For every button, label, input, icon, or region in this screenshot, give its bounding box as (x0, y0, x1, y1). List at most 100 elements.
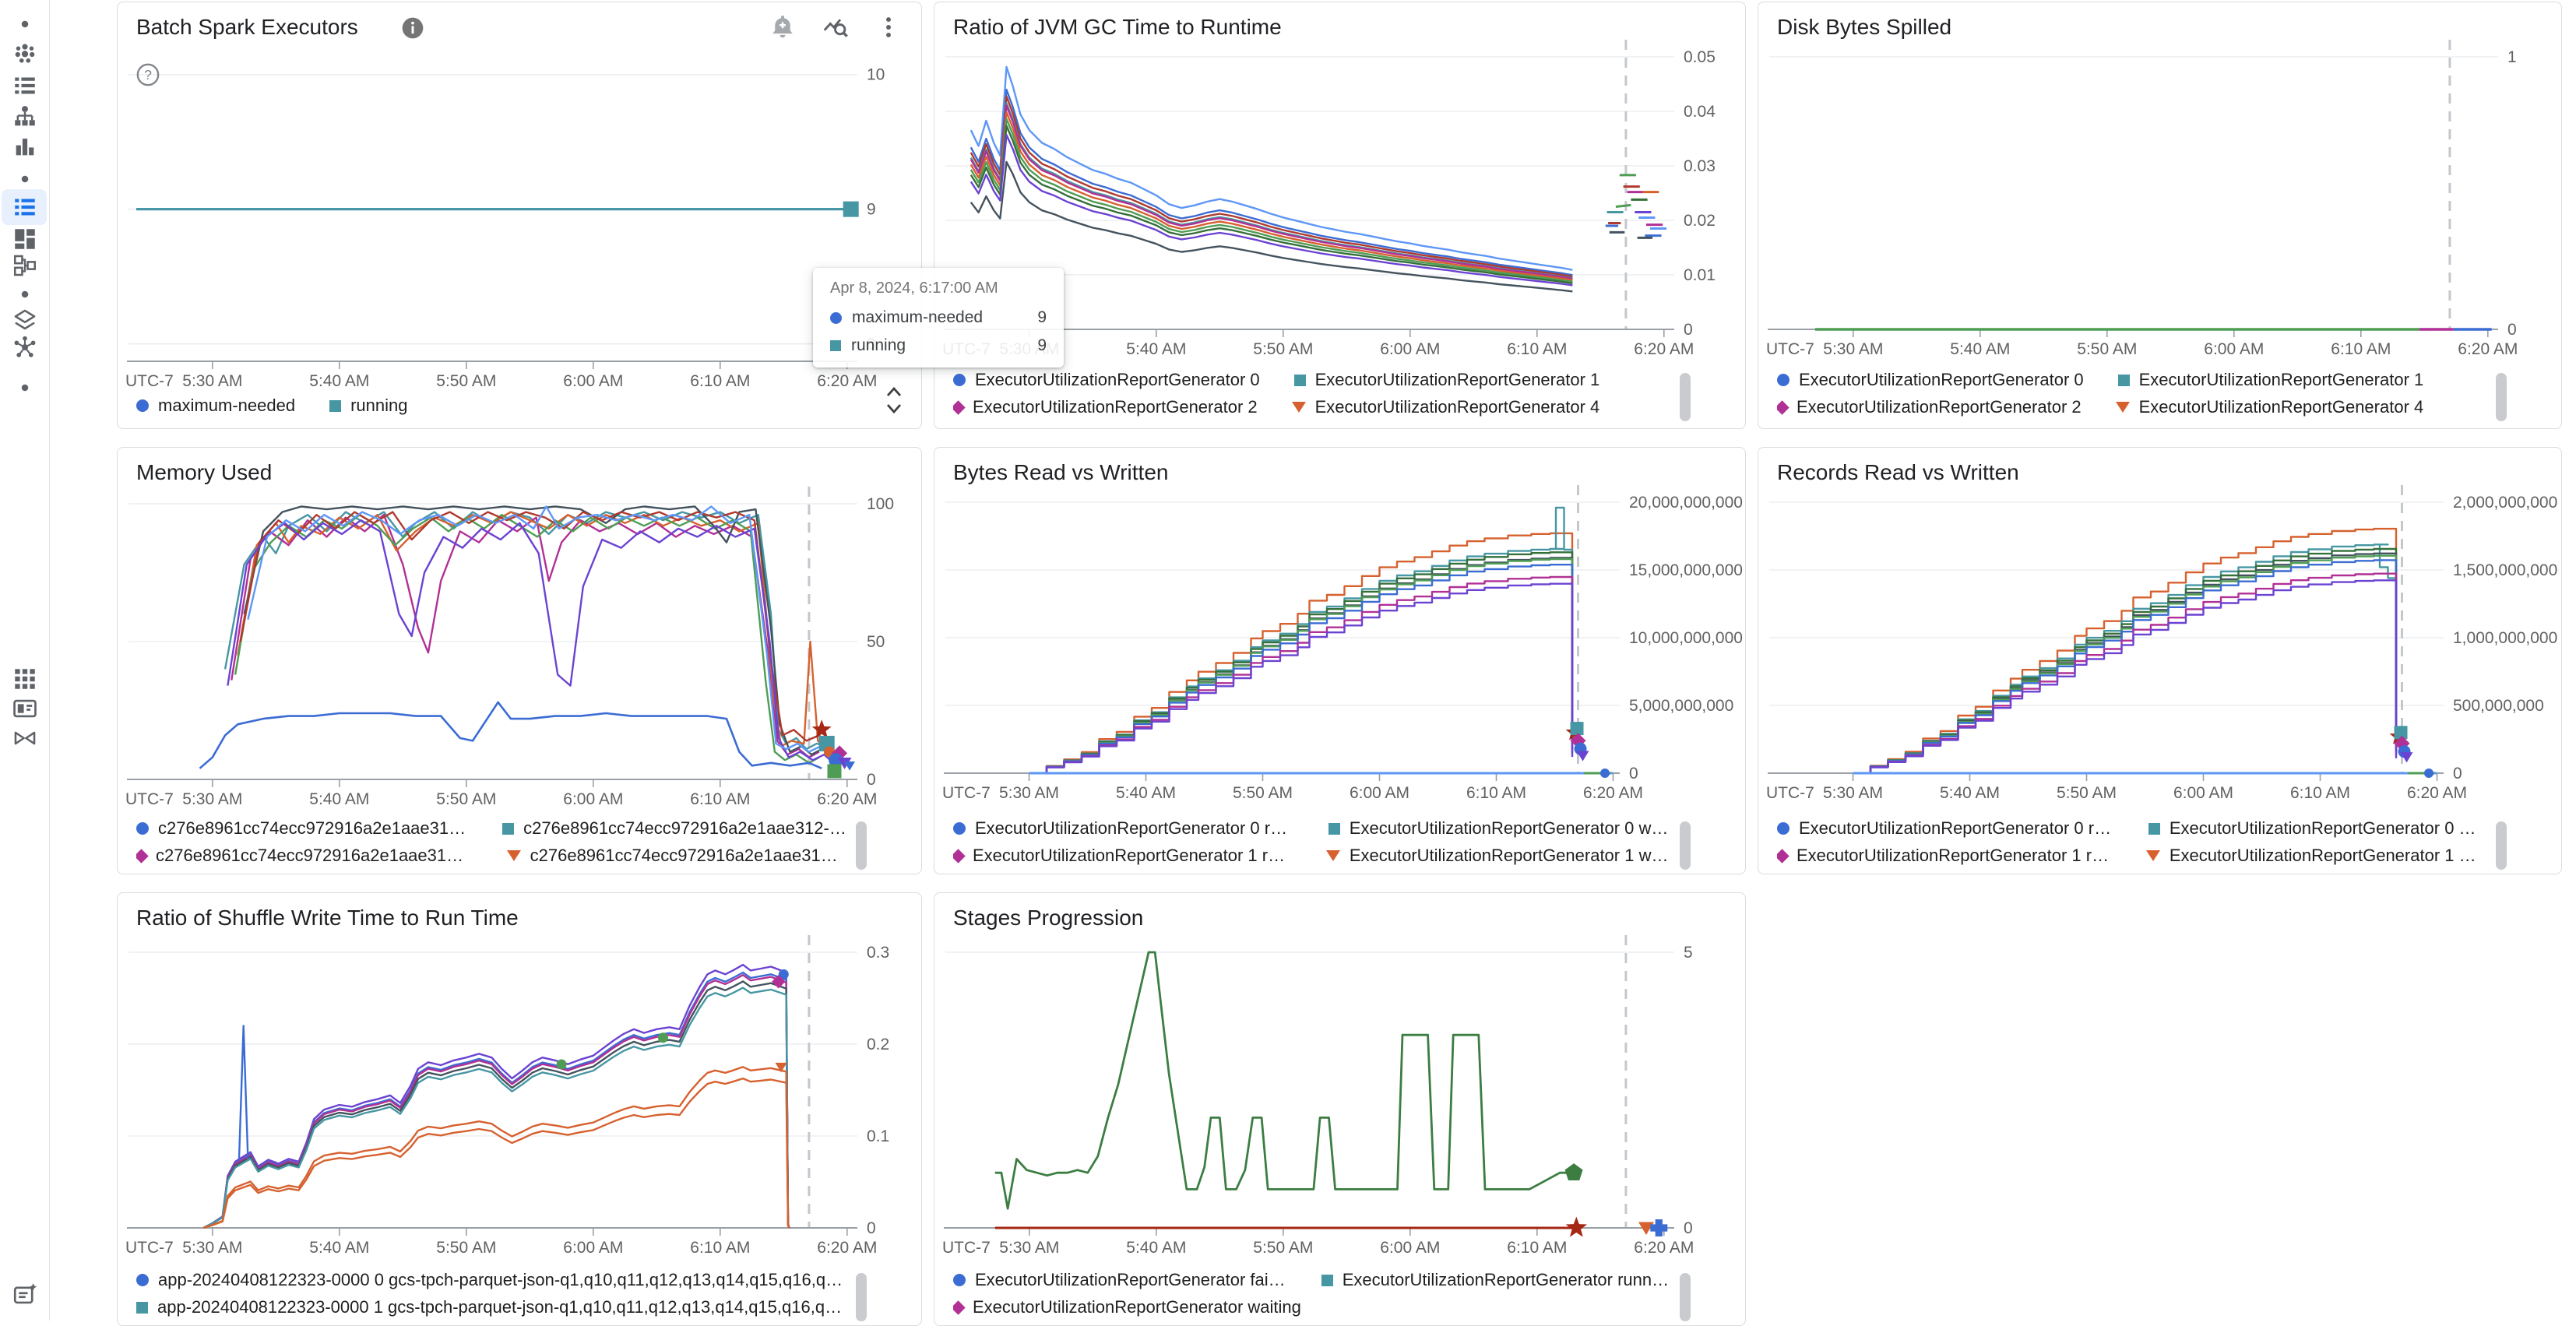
svg-text:UTC-7: UTC-7 (125, 790, 174, 808)
svg-text:6:20 AM: 6:20 AM (1583, 784, 1643, 802)
sidebar-item-dot[interactable] (10, 164, 40, 194)
sidebar-item-list[interactable] (10, 71, 40, 100)
sidebar-item-network[interactable] (10, 332, 40, 362)
svg-text:6:10 AM: 6:10 AM (2290, 784, 2350, 802)
chart-records-read-vs-written[interactable]: 2,000,000,000 1,500,000,000 1,000,000,000 5… (1758, 448, 2561, 874)
legend-item[interactable]: ExecutorUtilizationReportGenerator 1 wri… (1325, 846, 1670, 866)
chart-stages-progression[interactable]: 5 0 5:30 AM 5:40 AM 5:50 AM 6:00 AM 6:10 AM 6:2… (934, 893, 1745, 1325)
legend-label: app-20240408122323-0000 0 gcs-tpch-parqu… (158, 1270, 846, 1289)
sidebar-item-card[interactable] (10, 694, 40, 723)
legend-scrollbar[interactable] (856, 821, 867, 870)
sidebar-item-bar-chart[interactable] (10, 132, 40, 161)
legend-item[interactable]: c276e8961cc74ecc972916a2e1aae312-w-0 (502, 818, 846, 839)
triangle-marker (2115, 402, 2130, 413)
legend-item[interactable]: maximum-needed (136, 396, 295, 416)
chart-legend: maximum-needed running (136, 396, 846, 416)
legend-label: ExecutorUtilizationReportGenerator 1 (2138, 370, 2424, 389)
sidebar-item-dot[interactable] (10, 9, 40, 39)
svg-text:5:50 AM: 5:50 AM (436, 790, 496, 808)
unfold-more-icon[interactable] (882, 382, 906, 418)
legend-item[interactable]: c276e8961cc74ecc972916a2e1aae312-w-2 (506, 846, 846, 866)
tooltip-series-value: 9 (1037, 308, 1047, 326)
sidebar-item-layers[interactable] (10, 305, 40, 335)
legend-item[interactable]: running (329, 396, 407, 416)
sidebar-item-blocks[interactable] (10, 224, 40, 254)
sidebar-item-list-selected[interactable] (10, 192, 40, 222)
svg-text:9: 9 (867, 201, 876, 219)
chart-legend: ExecutorUtilizationReportGenerator 0 Exec… (1777, 370, 2486, 417)
svg-text:0.04: 0.04 (1684, 103, 1716, 121)
svg-text:6:20 AM: 6:20 AM (817, 372, 877, 390)
svg-text:2,000,000,000: 2,000,000,000 (2453, 494, 2557, 512)
triangle-marker (2145, 850, 2160, 861)
legend-item[interactable]: ExecutorUtilizationReportGenerator 1 rea… (1777, 846, 2112, 866)
sidebar-item-scatter[interactable] (10, 40, 40, 69)
legend-item[interactable]: ExecutorUtilizationReportGenerator 0 (953, 370, 1260, 390)
legend-scrollbar[interactable] (1680, 1273, 1691, 1321)
legend-item[interactable]: c276e8961cc74ecc972916a2e1aae312-w-1 (136, 846, 473, 866)
legend-label: ExecutorUtilizationReportGenerator 0 (975, 370, 1260, 389)
legend-item[interactable]: app-20240408122323-0000 1 gcs-tpch-parqu… (136, 1297, 846, 1317)
sidebar-item-grid[interactable] (10, 664, 40, 694)
diamond-marker (953, 1300, 966, 1315)
svg-text:1: 1 (2507, 48, 2517, 66)
sidebar-item-compose[interactable] (10, 1280, 40, 1310)
legend-item[interactable]: ExecutorUtilizationReportGenerator runni… (1321, 1270, 1670, 1290)
legend-item[interactable]: ExecutorUtilizationReportGenerator 4 (2115, 397, 2423, 417)
legend-scrollbar[interactable] (1680, 373, 1691, 421)
legend-scrollbar[interactable] (1680, 821, 1691, 870)
metrics-explorer-icon[interactable] (820, 12, 851, 43)
legend-item[interactable]: ExecutorUtilizationReportGenerator 2 (953, 397, 1258, 417)
chart-bytes-read-vs-written[interactable]: 20,000,000,000 15,000,000,000 10,000,000,0… (934, 448, 1745, 874)
legend-item[interactable]: c276e8961cc74ecc972916a2e1aae312-m (136, 818, 468, 839)
sidebar-item-workflow[interactable] (10, 251, 40, 280)
svg-text:UTC-7: UTC-7 (125, 1239, 174, 1257)
svg-text:100: 100 (867, 495, 894, 513)
sidebar-item-tree[interactable] (10, 102, 40, 132)
legend-label: ExecutorUtilizationReportGenerator 0 (1799, 370, 2084, 389)
legend-scrollbar[interactable] (2496, 373, 2507, 421)
chart-legend: ExecutorUtilizationReportGenerator 0 Exec… (953, 370, 1670, 417)
panel-batch-spark-executors: Batch Spark Executors ? 10985:30 AM5:40 … (117, 2, 922, 429)
svg-text:5:30 AM: 5:30 AM (1823, 340, 1883, 358)
svg-text:5:50 AM: 5:50 AM (1253, 340, 1313, 358)
legend-item[interactable]: ExecutorUtilizationReportGenerator 1 rea… (953, 846, 1292, 866)
legend-item[interactable]: ExecutorUtilizationReportGenerator faile… (953, 1270, 1287, 1290)
legend-item[interactable]: ExecutorUtilizationReportGenerator 0 wri… (2148, 818, 2486, 839)
svg-text:6:00 AM: 6:00 AM (563, 790, 623, 808)
legend-item[interactable]: ExecutorUtilizationReportGenerator 0 (1777, 370, 2084, 390)
svg-text:0.2: 0.2 (867, 1036, 889, 1053)
legend-item[interactable]: ExecutorUtilizationReportGenerator 0 wri… (1328, 818, 1670, 839)
svg-text:0.01: 0.01 (1684, 266, 1716, 284)
legend-item[interactable]: ExecutorUtilizationReportGenerator 2 (1777, 397, 2082, 417)
chart-batch-spark-executors[interactable]: 10985:30 AM5:40 AM5:50 AM6:00 AM6:10 AM6… (118, 2, 921, 428)
legend-item[interactable]: ExecutorUtilizationReportGenerator 4 (1291, 397, 1599, 417)
legend-item[interactable]: ExecutorUtilizationReportGenerator waiti… (953, 1297, 1301, 1317)
sidebar-item-bowtie[interactable] (10, 723, 40, 753)
chart-disk-bytes-spilled[interactable]: 1 0 5:30 AM 5:40 AM 5:50 AM 6:00 AM 6:10 AM 6:2… (1758, 2, 2561, 428)
legend-item[interactable]: ExecutorUtilizationReportGenerator 1 wri… (2145, 846, 2486, 866)
help-icon[interactable]: ? (135, 62, 161, 92)
legend-item[interactable]: app-20240408122323-0000 0 gcs-tpch-parqu… (136, 1270, 846, 1290)
legend-item[interactable]: ExecutorUtilizationReportGenerator 1 (2117, 370, 2424, 390)
legend-scrollbar[interactable] (2496, 821, 2507, 870)
legend-item[interactable]: ExecutorUtilizationReportGenerator 0 rea… (1777, 818, 2114, 839)
sidebar-item-dot[interactable] (10, 280, 40, 309)
add-alert-icon[interactable] (767, 12, 798, 43)
info-icon[interactable] (400, 16, 425, 44)
legend-scrollbar[interactable] (856, 1273, 867, 1321)
sidebar-item-dot[interactable] (10, 373, 40, 403)
legend-label: ExecutorUtilizationReportGenerator 1 rea… (973, 846, 1292, 865)
chart-memory-used[interactable]: 100 50 0 5:30 AM 5:40 AM 5:50 AM 6:00 AM 6:10 A… (118, 448, 921, 874)
legend-item[interactable]: ExecutorUtilizationReportGenerator 1 (1293, 370, 1599, 390)
square-marker (2117, 374, 2130, 386)
svg-text:6:20 AM: 6:20 AM (2407, 784, 2467, 802)
legend-item[interactable]: ExecutorUtilizationReportGenerator 0 rea… (953, 818, 1294, 839)
chart-shuffle-write-ratio[interactable]: 0.3 0.2 0.1 0 5:30 AM 5:40 AM 5:50 AM 6:00 AM 6:… (118, 893, 921, 1325)
svg-text:5:40 AM: 5:40 AM (1940, 784, 2000, 802)
square-marker (1321, 1274, 1333, 1286)
legend-label: ExecutorUtilizationReportGenerator 0 rea… (975, 818, 1294, 838)
svg-text:5:30 AM: 5:30 AM (182, 790, 242, 808)
more-vert-icon[interactable] (873, 12, 904, 43)
